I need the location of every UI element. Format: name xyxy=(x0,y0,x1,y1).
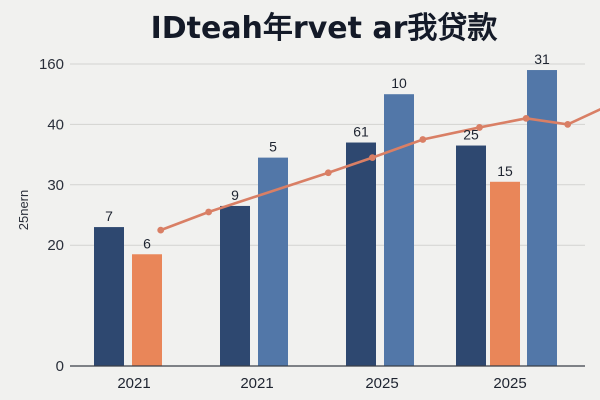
x-tick-label: 2025 xyxy=(365,375,398,392)
y-tick-label: 30 xyxy=(47,177,64,194)
data-label: 9 xyxy=(231,187,239,203)
y-tick-label: 40 xyxy=(47,116,64,133)
trend-point xyxy=(369,154,376,162)
data-label: 61 xyxy=(353,124,369,140)
trend-point xyxy=(419,136,427,143)
data-label: 31 xyxy=(534,51,550,67)
bar xyxy=(527,70,557,366)
trend-point xyxy=(476,124,483,131)
chart-title: IDteah年rvet ar我贷款 xyxy=(151,11,499,46)
bar xyxy=(258,157,288,366)
trend-point xyxy=(205,208,213,216)
data-label: 6 xyxy=(143,235,151,251)
data-label: 15 xyxy=(497,163,513,179)
bar xyxy=(456,145,486,366)
bar xyxy=(490,181,520,366)
trend-point xyxy=(157,226,165,234)
x-tick-label: 2021 xyxy=(240,375,273,392)
x-tick-labels: 2021 2021 2025 2025 xyxy=(117,375,526,392)
trend-point xyxy=(522,114,530,122)
bar-marks xyxy=(94,70,557,366)
trend-point xyxy=(564,121,572,128)
data-label: 25 xyxy=(463,127,479,143)
trend-point xyxy=(324,169,332,177)
y-tick-label: 20 xyxy=(47,237,64,254)
bar xyxy=(220,205,250,366)
bar xyxy=(94,227,124,366)
data-labels: 7 9 61 25 6 15 5 10 31 xyxy=(105,51,550,251)
data-label: 5 xyxy=(269,139,277,155)
y-axis-label: 25nern xyxy=(16,190,31,230)
x-tick-label: 2021 xyxy=(117,375,150,392)
data-label: 7 xyxy=(105,208,113,224)
trend-line xyxy=(157,108,600,234)
bar xyxy=(132,254,162,366)
data-label: 10 xyxy=(391,75,407,91)
x-tick-label: 2025 xyxy=(493,375,526,392)
y-tick-label: 160 xyxy=(39,56,64,73)
y-tick-label: 0 xyxy=(56,358,64,375)
bar xyxy=(346,142,376,366)
y-tick-labels: 0 20 30 40 160 xyxy=(39,56,64,375)
bar xyxy=(384,94,414,366)
